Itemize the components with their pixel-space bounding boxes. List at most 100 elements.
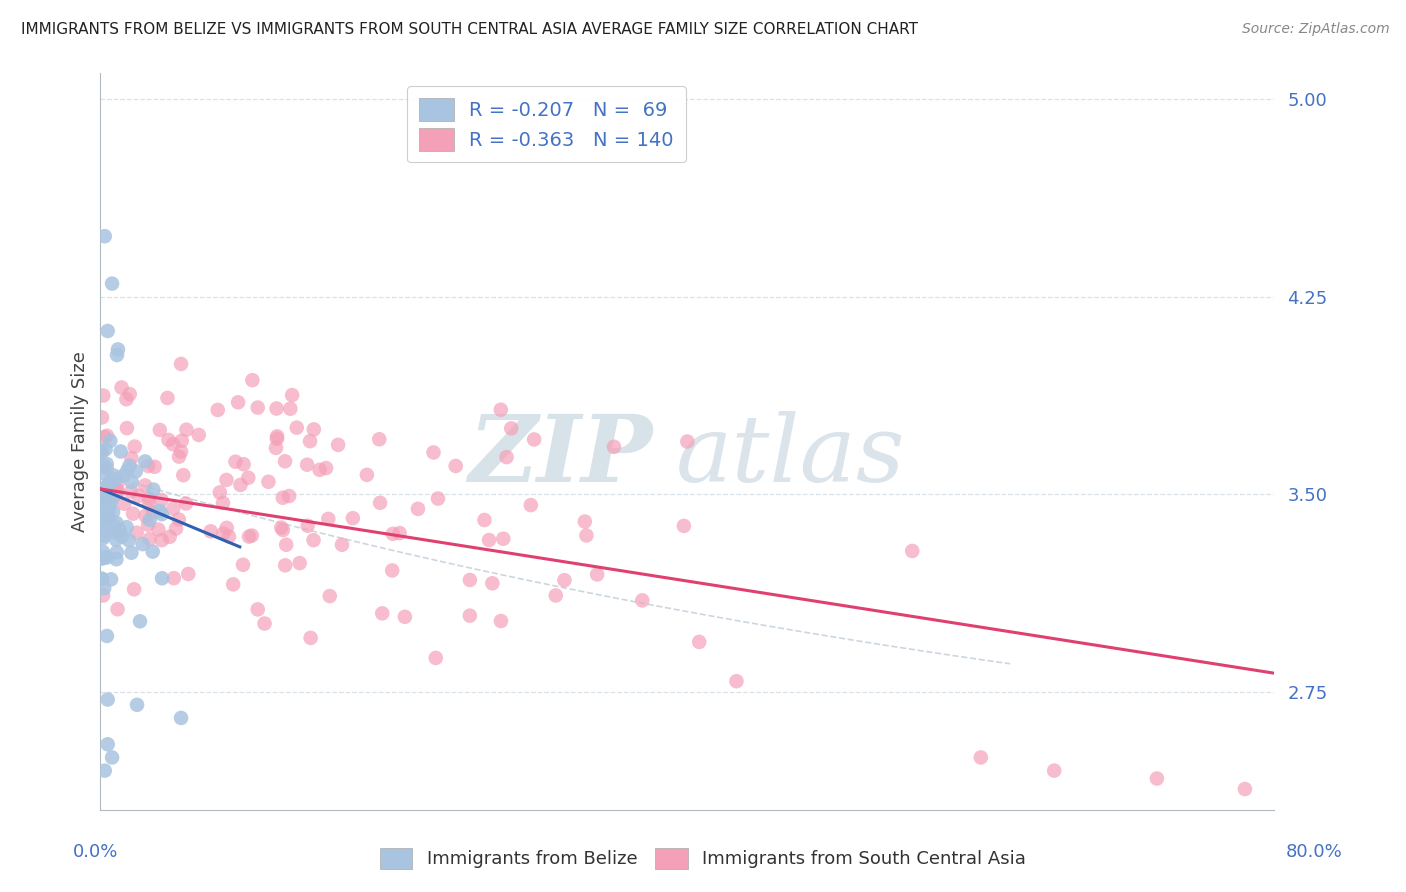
Point xyxy=(91,388,114,402)
Point xyxy=(1043,764,1066,778)
Point xyxy=(381,526,404,541)
Point xyxy=(97,511,120,525)
Point xyxy=(105,545,128,559)
Point xyxy=(901,544,924,558)
Point xyxy=(110,444,132,458)
Point xyxy=(98,434,121,448)
Point xyxy=(319,589,342,603)
Point xyxy=(93,505,115,519)
Point xyxy=(553,573,575,587)
Point xyxy=(96,550,118,565)
Point xyxy=(159,530,181,544)
Point xyxy=(90,511,112,525)
Point xyxy=(142,544,165,558)
Point xyxy=(226,395,249,409)
Point xyxy=(149,423,172,437)
Point xyxy=(93,459,115,474)
Point xyxy=(278,401,301,416)
Point xyxy=(100,496,122,510)
Point xyxy=(603,440,626,454)
Point xyxy=(142,505,165,519)
Point xyxy=(208,485,231,500)
Point xyxy=(91,531,114,545)
Point xyxy=(394,610,416,624)
Point xyxy=(162,437,184,451)
Point xyxy=(330,538,353,552)
Point xyxy=(96,461,118,475)
Point xyxy=(94,764,117,778)
Point xyxy=(544,589,567,603)
Point xyxy=(101,474,124,488)
Point xyxy=(222,577,245,591)
Point xyxy=(315,461,337,475)
Point xyxy=(96,428,118,442)
Point xyxy=(120,451,142,466)
Point xyxy=(631,593,654,607)
Point xyxy=(229,478,252,492)
Point xyxy=(105,485,128,500)
Point xyxy=(91,528,114,542)
Point xyxy=(125,464,148,478)
Point xyxy=(91,486,114,500)
Point xyxy=(167,450,190,464)
Point xyxy=(326,438,349,452)
Point xyxy=(110,380,132,394)
Point xyxy=(478,533,501,547)
Point xyxy=(281,388,304,402)
Point xyxy=(105,516,128,530)
Legend: R = -0.207   N =  69, R = -0.363   N = 140: R = -0.207 N = 69, R = -0.363 N = 140 xyxy=(408,87,686,162)
Point xyxy=(246,602,269,616)
Point xyxy=(200,524,222,539)
Point xyxy=(149,504,172,518)
Point xyxy=(108,523,131,537)
Point xyxy=(90,572,112,586)
Point xyxy=(302,422,325,436)
Point xyxy=(285,420,308,434)
Point xyxy=(91,410,114,425)
Point xyxy=(575,528,598,542)
Point xyxy=(100,572,122,586)
Point xyxy=(266,429,288,443)
Point xyxy=(170,357,193,371)
Point xyxy=(120,546,142,560)
Point xyxy=(103,518,125,533)
Point xyxy=(103,468,125,483)
Point xyxy=(150,571,173,585)
Point xyxy=(131,537,153,551)
Point xyxy=(187,428,209,442)
Point xyxy=(371,607,394,621)
Point xyxy=(238,530,260,544)
Point xyxy=(91,545,114,559)
Point xyxy=(276,538,298,552)
Point xyxy=(121,475,143,489)
Point xyxy=(240,528,263,542)
Point xyxy=(94,229,117,244)
Point xyxy=(94,442,117,457)
Point xyxy=(676,434,699,449)
Point xyxy=(271,523,294,537)
Point xyxy=(90,444,112,458)
Point xyxy=(278,489,301,503)
Point xyxy=(101,750,124,764)
Point xyxy=(1146,772,1168,786)
Point xyxy=(368,432,391,446)
Text: IMMIGRANTS FROM BELIZE VS IMMIGRANTS FROM SOUTH CENTRAL ASIA AVERAGE FAMILY SIZE: IMMIGRANTS FROM BELIZE VS IMMIGRANTS FRO… xyxy=(21,22,918,37)
Point xyxy=(122,582,145,597)
Point xyxy=(495,450,517,464)
Point xyxy=(97,324,120,338)
Point xyxy=(299,434,322,449)
Point xyxy=(112,497,135,511)
Point xyxy=(316,512,339,526)
Point xyxy=(271,491,294,505)
Point xyxy=(266,401,288,416)
Point xyxy=(112,468,135,483)
Point xyxy=(115,392,138,407)
Point xyxy=(150,492,173,507)
Point xyxy=(238,471,260,485)
Point xyxy=(91,589,114,603)
Point xyxy=(157,433,180,447)
Point xyxy=(297,518,319,533)
Point xyxy=(93,467,115,481)
Point xyxy=(172,468,194,483)
Point xyxy=(218,529,240,543)
